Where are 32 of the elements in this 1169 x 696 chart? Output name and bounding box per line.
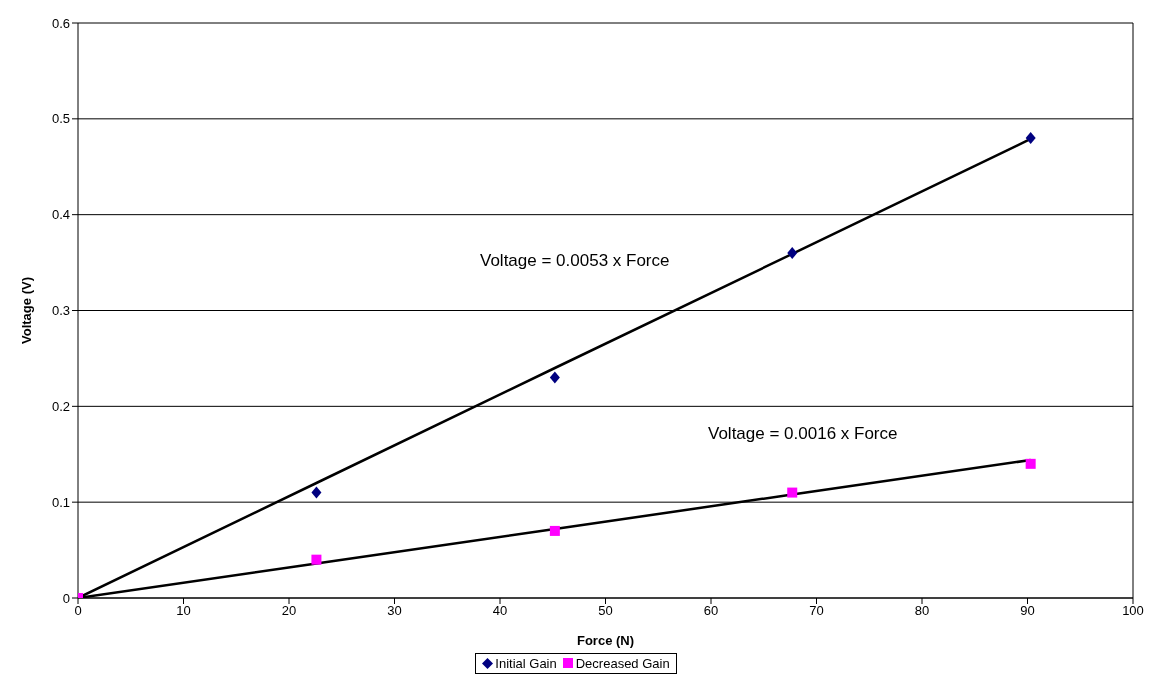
point [549, 371, 560, 384]
x-tick-label: 0 [74, 603, 82, 619]
legend-label: Initial Gain [495, 656, 557, 671]
x-axis-title: Force (N) [576, 633, 635, 648]
x-tick-label: 20 [281, 603, 297, 619]
annotation: Voltage = 0.0016 x Force [708, 424, 898, 444]
x-tick-label: 90 [1020, 603, 1035, 619]
y-tick-label: 0.4 [51, 207, 70, 223]
point [311, 554, 322, 565]
point [787, 487, 798, 498]
point [549, 525, 560, 536]
legend-label: Decreased Gain [575, 656, 670, 671]
point [311, 486, 322, 499]
y-tick-label: 0.3 [51, 303, 70, 319]
y-tick-label: 0 [62, 590, 70, 606]
x-tick-label: 50 [598, 603, 613, 619]
x-tick-label: 60 [703, 603, 719, 619]
y-tick-label: 0.5 [51, 111, 70, 127]
point [1025, 458, 1036, 469]
y-tick-label: 0.1 [51, 494, 70, 510]
y-tick-label: 0.6 [51, 15, 70, 31]
point [1025, 132, 1036, 144]
x-tick-label: 80 [914, 603, 930, 619]
x-tick-label: 70 [809, 603, 824, 619]
point [787, 247, 798, 259]
x-tick-label: 10 [176, 603, 191, 619]
y-axis-title: Voltage (V) [18, 277, 34, 344]
x-tick-label: 40 [492, 603, 508, 619]
x-tick-label: 30 [387, 603, 402, 619]
x-tick-label: 100 [1122, 603, 1144, 619]
annotation: Voltage = 0.0053 x Force [480, 251, 670, 271]
y-tick-label: 0.2 [51, 398, 70, 414]
